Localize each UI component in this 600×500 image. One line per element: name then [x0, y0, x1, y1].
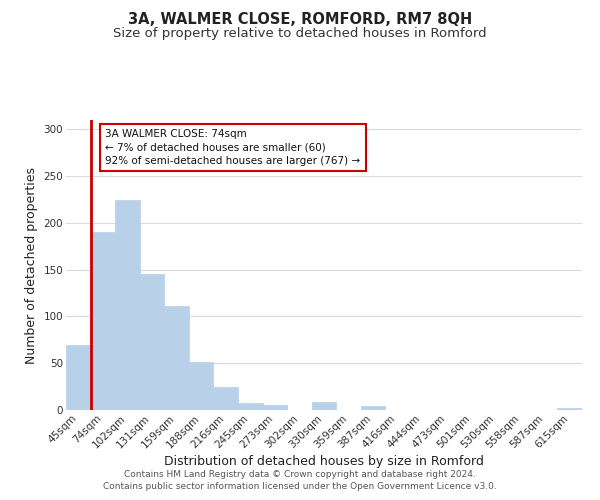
Bar — [238, 402, 263, 410]
Bar — [140, 274, 164, 410]
Bar — [557, 408, 582, 410]
Bar — [115, 200, 140, 410]
Text: Contains public sector information licensed under the Open Government Licence v3: Contains public sector information licen… — [103, 482, 497, 491]
Bar — [164, 306, 189, 410]
Bar — [66, 344, 91, 410]
X-axis label: Distribution of detached houses by size in Romford: Distribution of detached houses by size … — [164, 455, 484, 468]
Bar — [214, 386, 238, 410]
Bar — [189, 362, 214, 410]
Text: 3A, WALMER CLOSE, ROMFORD, RM7 8QH: 3A, WALMER CLOSE, ROMFORD, RM7 8QH — [128, 12, 472, 28]
Bar — [361, 406, 385, 410]
Text: 3A WALMER CLOSE: 74sqm
← 7% of detached houses are smaller (60)
92% of semi-deta: 3A WALMER CLOSE: 74sqm ← 7% of detached … — [106, 130, 361, 166]
Bar — [312, 402, 336, 410]
Bar — [91, 232, 115, 410]
Y-axis label: Number of detached properties: Number of detached properties — [25, 166, 38, 364]
Text: Size of property relative to detached houses in Romford: Size of property relative to detached ho… — [113, 28, 487, 40]
Bar — [263, 406, 287, 410]
Text: Contains HM Land Registry data © Crown copyright and database right 2024.: Contains HM Land Registry data © Crown c… — [124, 470, 476, 479]
